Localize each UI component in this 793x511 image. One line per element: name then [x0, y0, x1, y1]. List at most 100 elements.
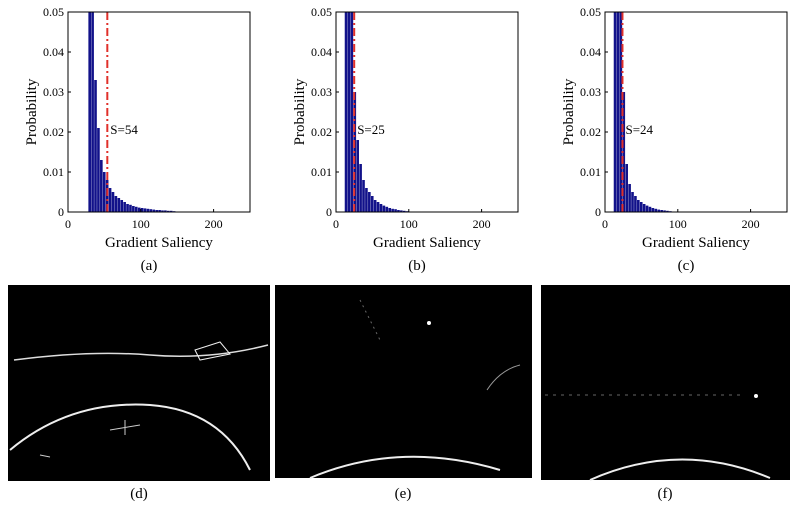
bar	[379, 204, 383, 212]
x-tick-label: 0	[602, 217, 608, 231]
bar	[373, 200, 377, 212]
bar	[158, 210, 161, 212]
bar	[625, 164, 628, 212]
y-tick-label: 0.03	[580, 85, 601, 99]
x-tick-label: 100	[132, 217, 150, 231]
bar	[385, 206, 389, 212]
y-tick-label: 0	[595, 205, 601, 219]
bar	[155, 210, 158, 212]
image-caption: (f)	[658, 486, 673, 502]
bar	[94, 80, 97, 212]
bar	[126, 204, 129, 212]
bar	[129, 204, 132, 212]
bar	[108, 188, 112, 212]
bar	[654, 208, 658, 212]
x-axis-label: Gradient Saliency	[642, 235, 750, 251]
chart-caption: (b)	[408, 258, 426, 274]
y-tick-label: 0.03	[43, 85, 64, 99]
plot-frame	[335, 11, 519, 213]
bar	[657, 209, 661, 212]
bar	[347, 12, 351, 212]
plot-frame	[604, 11, 788, 213]
y-tick-label: 0	[58, 205, 64, 219]
bar	[651, 208, 655, 212]
image-panel-f	[541, 285, 790, 481]
bar	[637, 200, 640, 212]
bar	[394, 209, 397, 212]
bar	[362, 180, 365, 212]
bar	[134, 206, 138, 212]
bar	[368, 192, 371, 212]
bar	[167, 210, 170, 212]
bar	[117, 198, 121, 212]
x-tick-label: 200	[473, 217, 491, 231]
x-tick-label: 100	[669, 217, 687, 231]
bar	[616, 12, 620, 212]
bar	[356, 140, 359, 212]
bar	[149, 209, 153, 212]
bar	[97, 128, 100, 212]
bar	[169, 210, 173, 212]
bar	[400, 210, 403, 212]
x-axis-label: Gradient Saliency	[373, 235, 481, 251]
bar	[634, 196, 637, 212]
y-axis-label: Probability	[561, 78, 577, 145]
bar	[350, 12, 354, 212]
y-tick-label: 0.05	[311, 5, 332, 19]
x-tick-label: 200	[742, 217, 760, 231]
image-caption: (e)	[395, 486, 412, 502]
bar	[91, 12, 94, 212]
bar	[143, 208, 147, 212]
bar	[120, 200, 124, 212]
bar	[114, 196, 118, 212]
bar	[161, 210, 164, 212]
x-tick-label: 100	[400, 217, 418, 231]
bar	[359, 164, 362, 212]
annotation: S=24	[625, 122, 653, 137]
annotation: S=54	[110, 122, 138, 137]
y-tick-label: 0.01	[580, 165, 601, 179]
bar	[666, 210, 669, 212]
plot-frame	[67, 11, 251, 213]
y-tick-label: 0.03	[311, 85, 332, 99]
y-axis-label: Probability	[24, 78, 40, 145]
bar	[622, 92, 626, 212]
bar	[645, 205, 649, 212]
bar	[102, 172, 106, 212]
bar	[111, 192, 115, 212]
image-caption: (d)	[130, 486, 148, 502]
y-tick-label: 0.02	[580, 125, 601, 139]
x-tick-label: 0	[65, 217, 71, 231]
bar	[100, 160, 103, 212]
x-tick-label: 200	[205, 217, 223, 231]
bar	[146, 208, 150, 212]
y-tick-label: 0.04	[311, 45, 332, 59]
histogram-bars	[613, 12, 672, 212]
bar	[397, 210, 400, 212]
y-tick-label: 0	[326, 205, 332, 219]
y-tick-label: 0.01	[43, 165, 64, 179]
y-tick-label: 0.01	[311, 165, 332, 179]
bar	[164, 210, 167, 212]
bar	[402, 210, 406, 212]
y-tick-label: 0.05	[43, 5, 64, 19]
bar	[660, 210, 663, 212]
x-axis-label: Gradient Saliency	[105, 235, 213, 251]
chart-caption: (a)	[141, 258, 158, 274]
bar	[642, 204, 646, 212]
chart-caption: (c)	[678, 258, 695, 274]
bar	[388, 208, 392, 212]
histogram-bars	[88, 12, 176, 212]
bar	[370, 196, 374, 212]
bar	[663, 210, 666, 212]
y-tick-label: 0.04	[43, 45, 64, 59]
y-tick-label: 0.05	[580, 5, 601, 19]
bar	[631, 192, 634, 212]
image-panel-d	[8, 285, 270, 481]
bar	[648, 206, 652, 212]
bar	[613, 12, 617, 212]
bar	[88, 12, 91, 212]
bar	[132, 206, 135, 212]
bar	[619, 12, 623, 212]
